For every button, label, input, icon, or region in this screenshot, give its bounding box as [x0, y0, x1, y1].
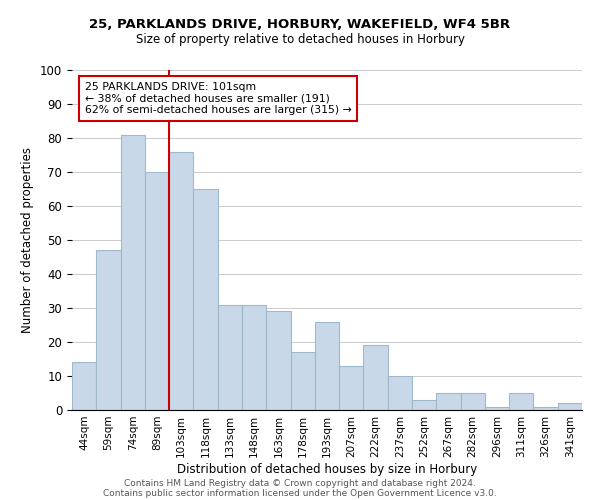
Bar [121, 134, 145, 410]
Y-axis label: Number of detached properties: Number of detached properties [22, 147, 34, 333]
Bar [169, 152, 193, 410]
Bar [388, 376, 412, 410]
Text: Contains HM Land Registry data © Crown copyright and database right 2024.: Contains HM Land Registry data © Crown c… [124, 478, 476, 488]
Bar [96, 250, 121, 410]
Bar [509, 393, 533, 410]
Bar [266, 312, 290, 410]
Bar [339, 366, 364, 410]
Bar [193, 189, 218, 410]
Bar [145, 172, 169, 410]
Bar [242, 304, 266, 410]
Bar [364, 346, 388, 410]
Bar [290, 352, 315, 410]
Bar [436, 393, 461, 410]
Text: Contains public sector information licensed under the Open Government Licence v3: Contains public sector information licen… [103, 488, 497, 498]
Bar [412, 400, 436, 410]
Text: Size of property relative to detached houses in Horbury: Size of property relative to detached ho… [136, 32, 464, 46]
Bar [485, 406, 509, 410]
Bar [315, 322, 339, 410]
Bar [218, 304, 242, 410]
X-axis label: Distribution of detached houses by size in Horbury: Distribution of detached houses by size … [177, 462, 477, 475]
Text: 25 PARKLANDS DRIVE: 101sqm
← 38% of detached houses are smaller (191)
62% of sem: 25 PARKLANDS DRIVE: 101sqm ← 38% of deta… [85, 82, 352, 115]
Bar [72, 362, 96, 410]
Bar [533, 406, 558, 410]
Bar [461, 393, 485, 410]
Bar [558, 403, 582, 410]
Text: 25, PARKLANDS DRIVE, HORBURY, WAKEFIELD, WF4 5BR: 25, PARKLANDS DRIVE, HORBURY, WAKEFIELD,… [89, 18, 511, 30]
